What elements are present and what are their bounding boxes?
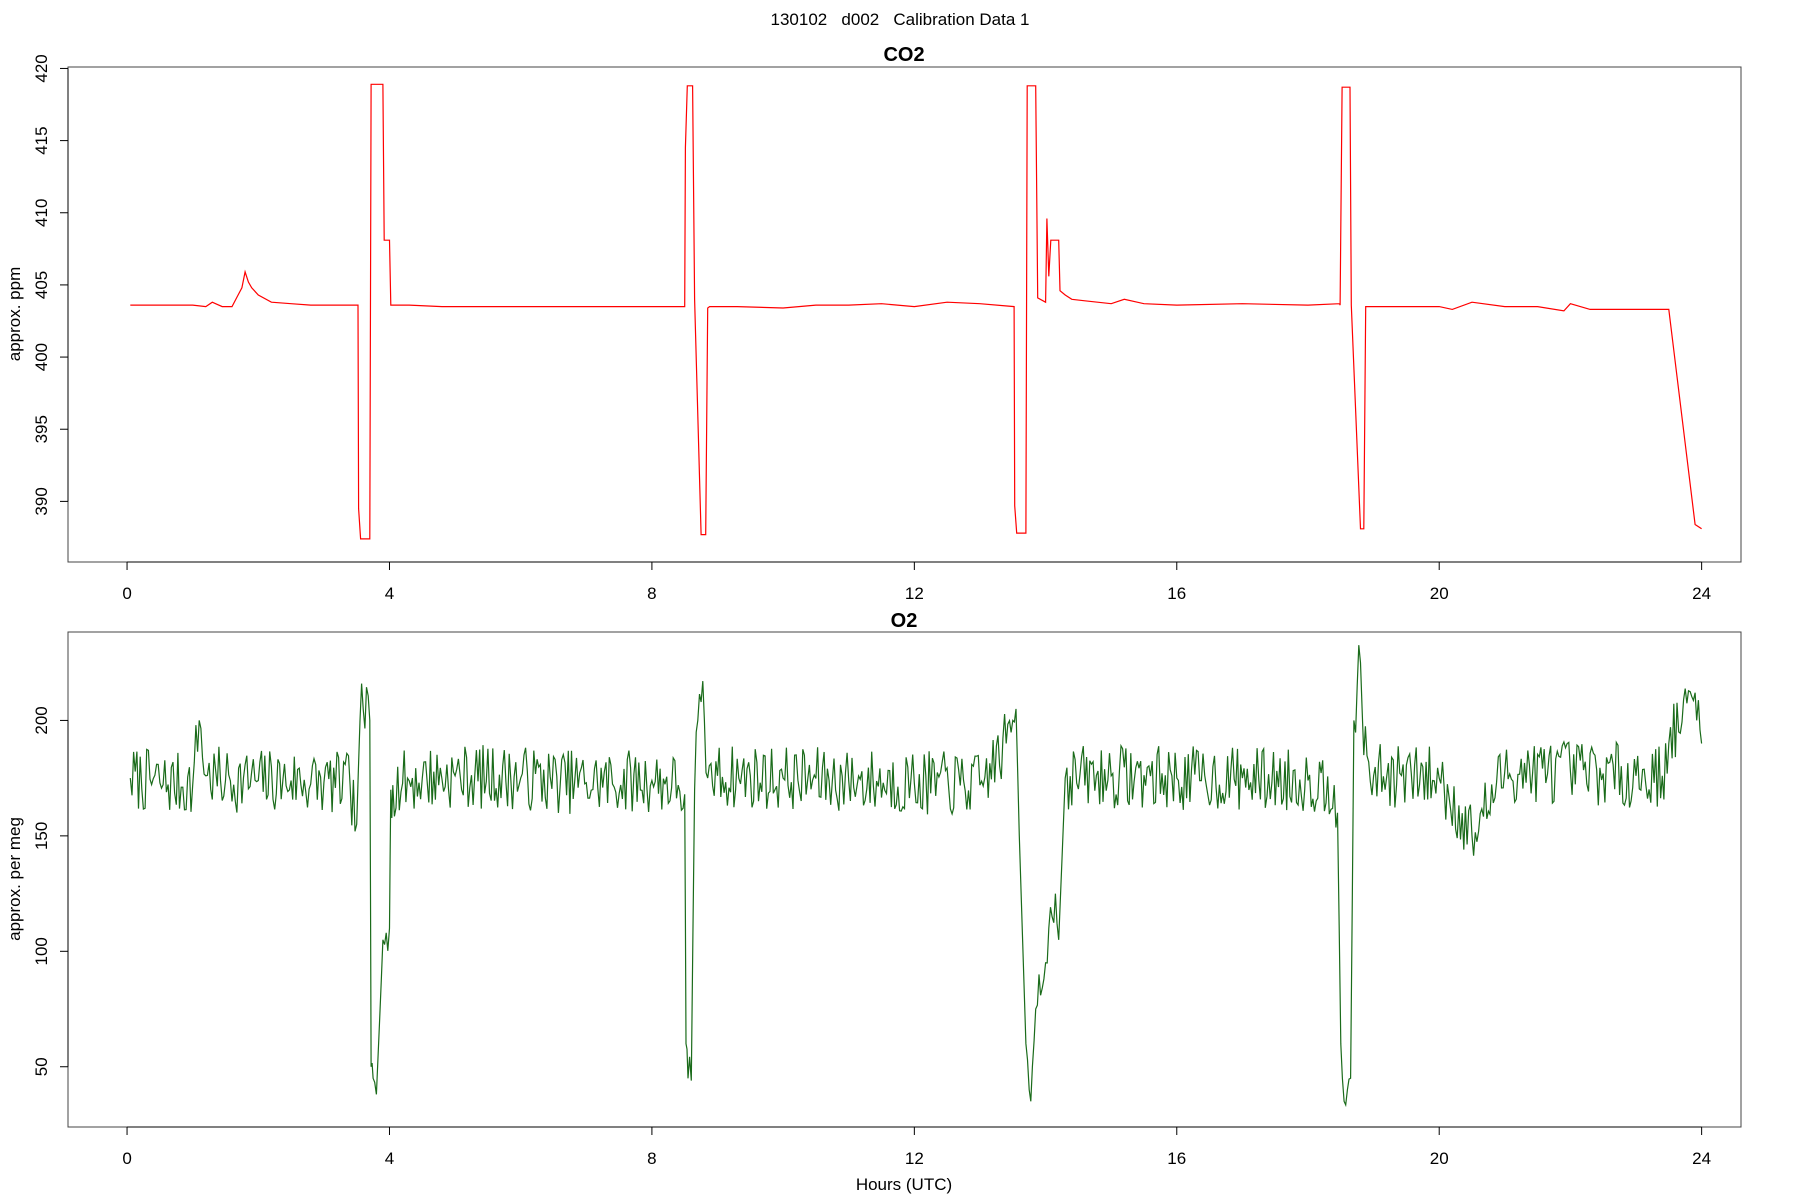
co2-y-axis-title: approx. ppm xyxy=(5,267,24,362)
co2-panel: CO2 approx. ppm 0 4 8 12 16 20 24 390 395 400 405 4… xyxy=(5,44,1742,603)
co2-x-tick-label: 20 xyxy=(1430,584,1449,603)
o2-y-tick-label: 50 xyxy=(32,1057,51,1076)
o2-y-tick-label: 150 xyxy=(32,822,51,850)
o2-axes: 0 4 8 12 16 20 24 50 100 150 200 xyxy=(32,706,1711,1168)
o2-x-tick-label: 8 xyxy=(647,1149,656,1168)
o2-panel-title: O2 xyxy=(891,610,918,632)
co2-y-tick-label: 410 xyxy=(32,199,51,227)
o2-series-line xyxy=(129,645,1703,1108)
co2-y-tick-label: 390 xyxy=(32,487,51,515)
o2-x-tick-label: 24 xyxy=(1692,1149,1711,1168)
co2-x-tick-label: 24 xyxy=(1692,584,1711,603)
co2-y-tick-label: 420 xyxy=(32,54,51,82)
co2-x-tick-label: 12 xyxy=(905,584,924,603)
o2-x-tick-label: 16 xyxy=(1167,1149,1186,1168)
o2-plot-frame xyxy=(67,631,1742,1128)
o2-x-tick-label: 12 xyxy=(905,1149,924,1168)
o2-x-tick-label: 4 xyxy=(385,1149,394,1168)
co2-y-tick-label: 395 xyxy=(32,415,51,443)
co2-y-tick-label: 415 xyxy=(32,126,51,154)
co2-plot-frame xyxy=(67,66,1742,563)
o2-panel: O2 approx. per meg Hours (UTC) 0 4 8 12 16 20… xyxy=(5,610,1742,1194)
o2-y-axis-title: approx. per meg xyxy=(5,817,24,941)
co2-axes: 0 4 8 12 16 20 24 390 395 400 405 410 415 420 xyxy=(32,54,1711,603)
co2-x-tick-label: 4 xyxy=(385,584,394,603)
o2-y-tick-label: 100 xyxy=(32,937,51,965)
o2-x-tick-label: 0 xyxy=(122,1149,131,1168)
co2-x-tick-label: 8 xyxy=(647,584,656,603)
o2-y-tick-label: 200 xyxy=(32,706,51,734)
co2-y-tick-label: 405 xyxy=(32,271,51,299)
co2-y-tick-label: 400 xyxy=(32,343,51,371)
co2-x-tick-label: 16 xyxy=(1167,584,1186,603)
figure-title: 130102 d002 Calibration Data 1 xyxy=(770,10,1030,29)
o2-x-axis-title: Hours (UTC) xyxy=(856,1175,952,1194)
o2-x-tick-label: 20 xyxy=(1430,1149,1449,1168)
co2-panel-title: CO2 xyxy=(883,44,924,66)
co2-series-line xyxy=(130,83,1702,540)
co2-x-tick-label: 0 xyxy=(122,584,131,603)
